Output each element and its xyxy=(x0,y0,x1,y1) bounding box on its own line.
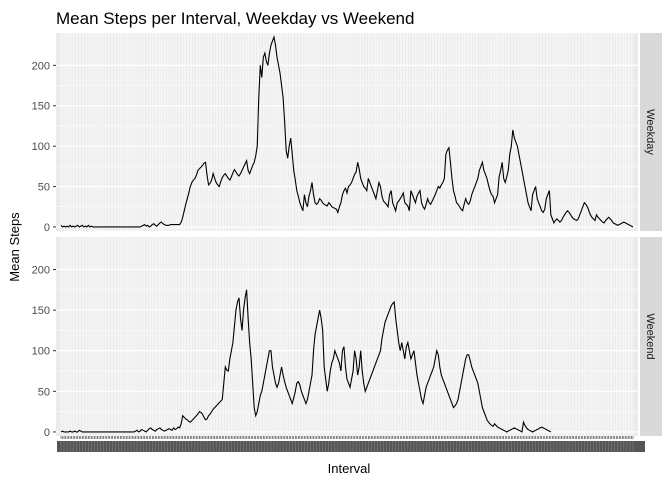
facet-strip xyxy=(640,33,662,231)
x-tick-labels-texture xyxy=(60,441,634,452)
vertical-gridlines xyxy=(60,33,634,231)
series-line-weekday xyxy=(60,35,634,228)
y-tick-label: 200 xyxy=(32,264,50,276)
x-tick-labels-overlap xyxy=(57,441,645,452)
y-tick-label: 100 xyxy=(32,346,50,358)
facet-strip-label: Weekday xyxy=(644,109,656,155)
y-axis-label: Mean Steps xyxy=(7,212,22,282)
panel-weekday: 0 50 100 150 200 Weekday xyxy=(32,33,662,234)
y-tick-label: 150 xyxy=(32,101,50,113)
y-tick-label: 0 xyxy=(44,222,50,234)
facet-strip xyxy=(640,237,662,436)
y-tick-label: 150 xyxy=(32,305,50,317)
panel-weekend: 0 50 100 150 200 Weekend xyxy=(32,237,662,439)
x-axis-label: Interval xyxy=(328,461,371,476)
y-tick-label: 50 xyxy=(38,182,50,194)
x-tick-marks xyxy=(60,436,634,439)
y-tick-label: 50 xyxy=(38,386,50,398)
chart-title: Mean Steps per Interval, Weekday vs Week… xyxy=(56,9,414,28)
series-line-weekend xyxy=(60,289,552,433)
x-axis-ticks xyxy=(57,436,645,452)
y-tick-label: 0 xyxy=(44,427,50,439)
facet-strip-label: Weekend xyxy=(644,313,656,359)
y-tick-label: 200 xyxy=(32,60,50,72)
y-tick-label: 100 xyxy=(32,141,50,153)
